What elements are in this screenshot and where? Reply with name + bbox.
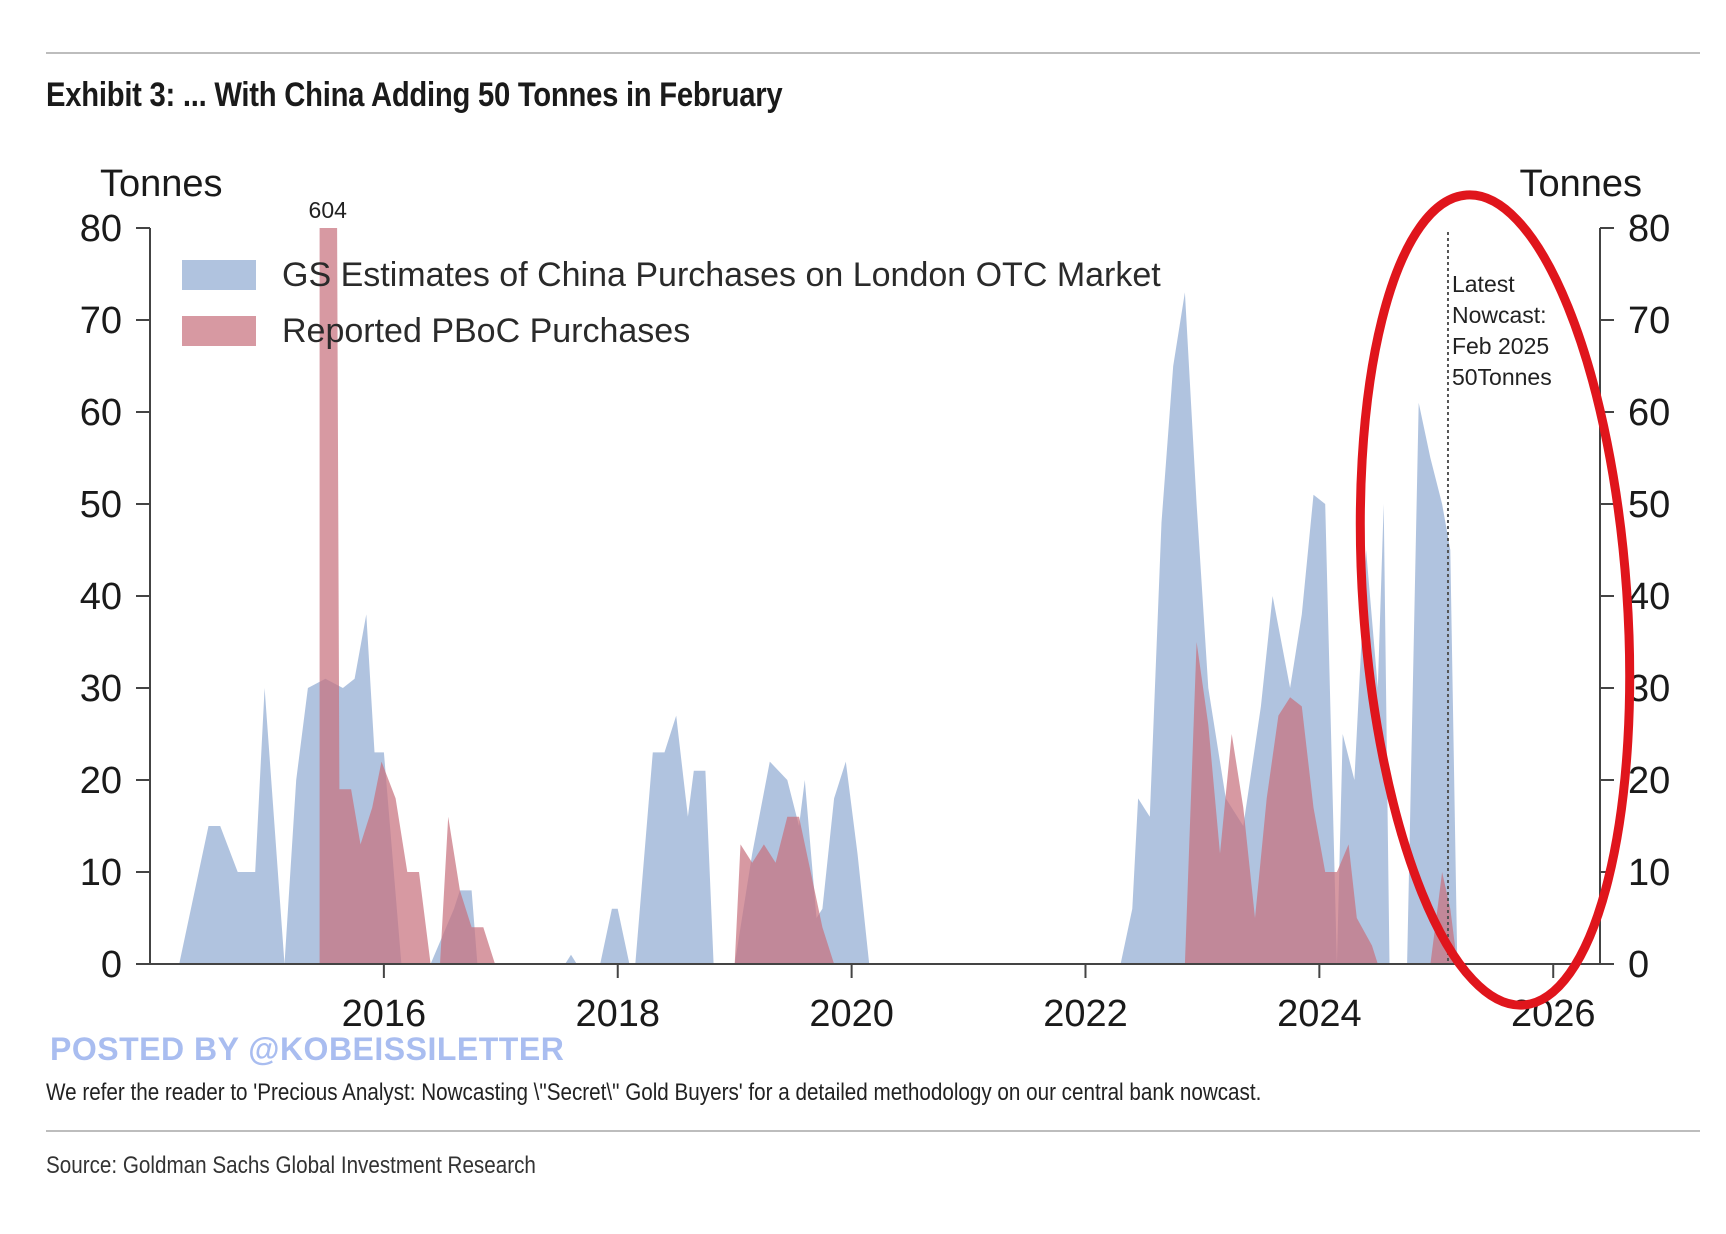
left-y-tick-label: 50: [80, 484, 122, 526]
source-line: Source: Goldman Sachs Global Investment …: [46, 1152, 536, 1179]
right-y-tick-label: 10: [1628, 852, 1670, 894]
x-tick-label: 2020: [809, 993, 894, 1035]
nowcast-label-line: Latest: [1452, 271, 1515, 297]
pboc-purchases-area: [319, 228, 1458, 964]
right-y-tick-label: 30: [1628, 668, 1670, 710]
chart-areas: [179, 228, 1458, 964]
right-axis-label: Tonnes: [1519, 163, 1642, 205]
right-y-tick-label: 60: [1628, 392, 1670, 434]
legend-label-pboc: Reported PBoC Purchases: [282, 312, 690, 350]
right-y-tick-label: 20: [1628, 760, 1670, 802]
x-tick-label: 2016: [342, 993, 427, 1035]
right-y-tick-label: 70: [1628, 300, 1670, 342]
right-y-tick-label: 40: [1628, 576, 1670, 618]
right-y-tick-label: 0: [1628, 944, 1649, 986]
nowcast-label-line: Feb 2025: [1452, 333, 1549, 359]
legend-label-gs-estimates: GS Estimates of China Purchases on Londo…: [282, 256, 1161, 294]
footnote: We refer the reader to 'Precious Analyst…: [46, 1079, 1262, 1106]
chart-title: Exhibit 3: ... With China Adding 50 Tonn…: [46, 76, 783, 114]
chart-legend: GS Estimates of China Purchases on Londo…: [182, 256, 1161, 350]
nowcast-label-line: Nowcast:: [1452, 302, 1547, 328]
x-tick-label: 2024: [1277, 993, 1362, 1035]
top-rule: [46, 52, 1700, 54]
left-y-tick-label: 40: [80, 576, 122, 618]
legend-swatch-pboc: [182, 316, 256, 346]
right-y-tick-label: 80: [1628, 208, 1670, 250]
nowcast-label-line: 50Tonnes: [1452, 364, 1552, 390]
left-y-tick-label: 0: [101, 944, 122, 986]
left-y-tick-label: 30: [80, 668, 122, 710]
x-tick-label: 2018: [575, 993, 660, 1035]
bottom-rule: [46, 1130, 1700, 1132]
right-y-tick-label: 50: [1628, 484, 1670, 526]
x-tick-label: 2026: [1511, 993, 1596, 1035]
legend-swatch-gs-estimates: [182, 260, 256, 290]
left-y-tick-label: 20: [80, 760, 122, 802]
left-y-tick-label: 70: [80, 300, 122, 342]
left-y-tick-label: 80: [80, 208, 122, 250]
x-tick-label: 2022: [1043, 993, 1128, 1035]
watermark: POSTED BY @KOBEISSILETTER: [50, 1031, 565, 1067]
left-axis-label: Tonnes: [100, 163, 223, 205]
highlight-circle: [1355, 190, 1635, 1010]
peak-value-label: 604: [309, 197, 348, 223]
left-y-tick-label: 10: [80, 852, 122, 894]
left-y-tick-label: 60: [80, 392, 122, 434]
chart-annotations: 604 Latest Nowcast: Feb 2025 50Tonnes: [309, 190, 1635, 1010]
